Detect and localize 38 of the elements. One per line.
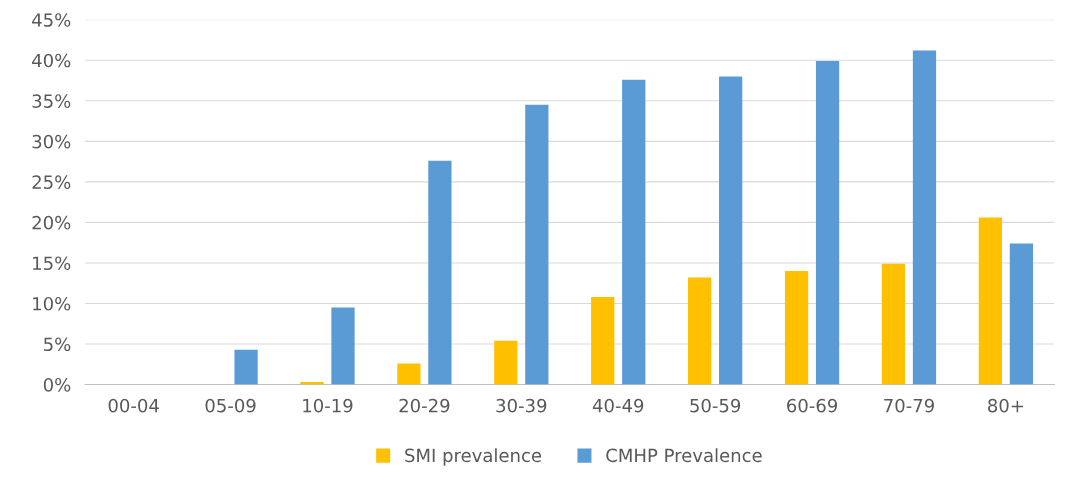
- legend-label: SMI prevalence: [405, 448, 542, 466]
- bar: [591, 296, 615, 385]
- bar: [234, 349, 258, 385]
- bar: [494, 340, 518, 385]
- x-tick-label: 70-79: [884, 398, 934, 413]
- bar: [428, 160, 452, 385]
- y-tick-label: 5%: [44, 337, 71, 352]
- bar: [881, 263, 906, 385]
- bar: [331, 307, 355, 385]
- y-tick-label: 45%: [32, 13, 71, 27]
- bar: [978, 217, 1003, 385]
- legend-label: CMHP Prevalence: [606, 448, 762, 463]
- x-tick-label: 50-59: [690, 398, 741, 413]
- y-tick-label: 20%: [32, 215, 71, 230]
- y-tick-label: 15%: [33, 256, 71, 271]
- x-tick-label: 30-39: [496, 398, 547, 413]
- bar: [525, 104, 549, 385]
- bar: [1009, 243, 1034, 385]
- x-tick-label: 60-69: [787, 398, 838, 413]
- y-tick-label: 0%: [43, 378, 71, 392]
- y-tick-label: 30%: [32, 134, 71, 149]
- y-tick-label: 10%: [33, 296, 71, 311]
- y-tick-label: 25%: [32, 175, 71, 189]
- y-tick-label: 40%: [32, 53, 71, 68]
- bar: [622, 79, 646, 385]
- bar: [719, 76, 743, 385]
- bar: [784, 271, 809, 385]
- bar: [688, 277, 712, 385]
- y-tick-label: 35%: [32, 94, 71, 108]
- x-tick-label: 05-09: [205, 398, 256, 413]
- x-tick-label: 20-29: [399, 398, 450, 413]
- x-tick-label: 00-04: [108, 398, 159, 413]
- bar: [815, 61, 840, 385]
- x-tick-label: 40-49: [592, 398, 644, 413]
- x-tick-label: 80+: [988, 398, 1024, 413]
- bar: [397, 363, 421, 385]
- bar: [912, 50, 937, 385]
- x-tick-label: 10-19: [303, 398, 353, 413]
